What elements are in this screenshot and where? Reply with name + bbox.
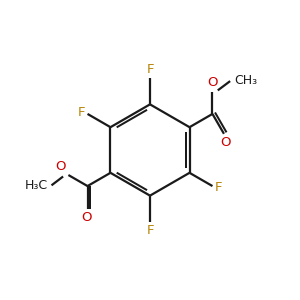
Text: CH₃: CH₃ [234,74,257,87]
Text: F: F [215,181,222,194]
Text: F: F [146,62,154,76]
Text: F: F [146,224,154,238]
Text: O: O [220,136,231,149]
Text: O: O [207,76,218,89]
Text: O: O [56,160,66,173]
Text: O: O [81,212,91,224]
Text: H₃C: H₃C [25,179,48,192]
Text: F: F [78,106,85,119]
